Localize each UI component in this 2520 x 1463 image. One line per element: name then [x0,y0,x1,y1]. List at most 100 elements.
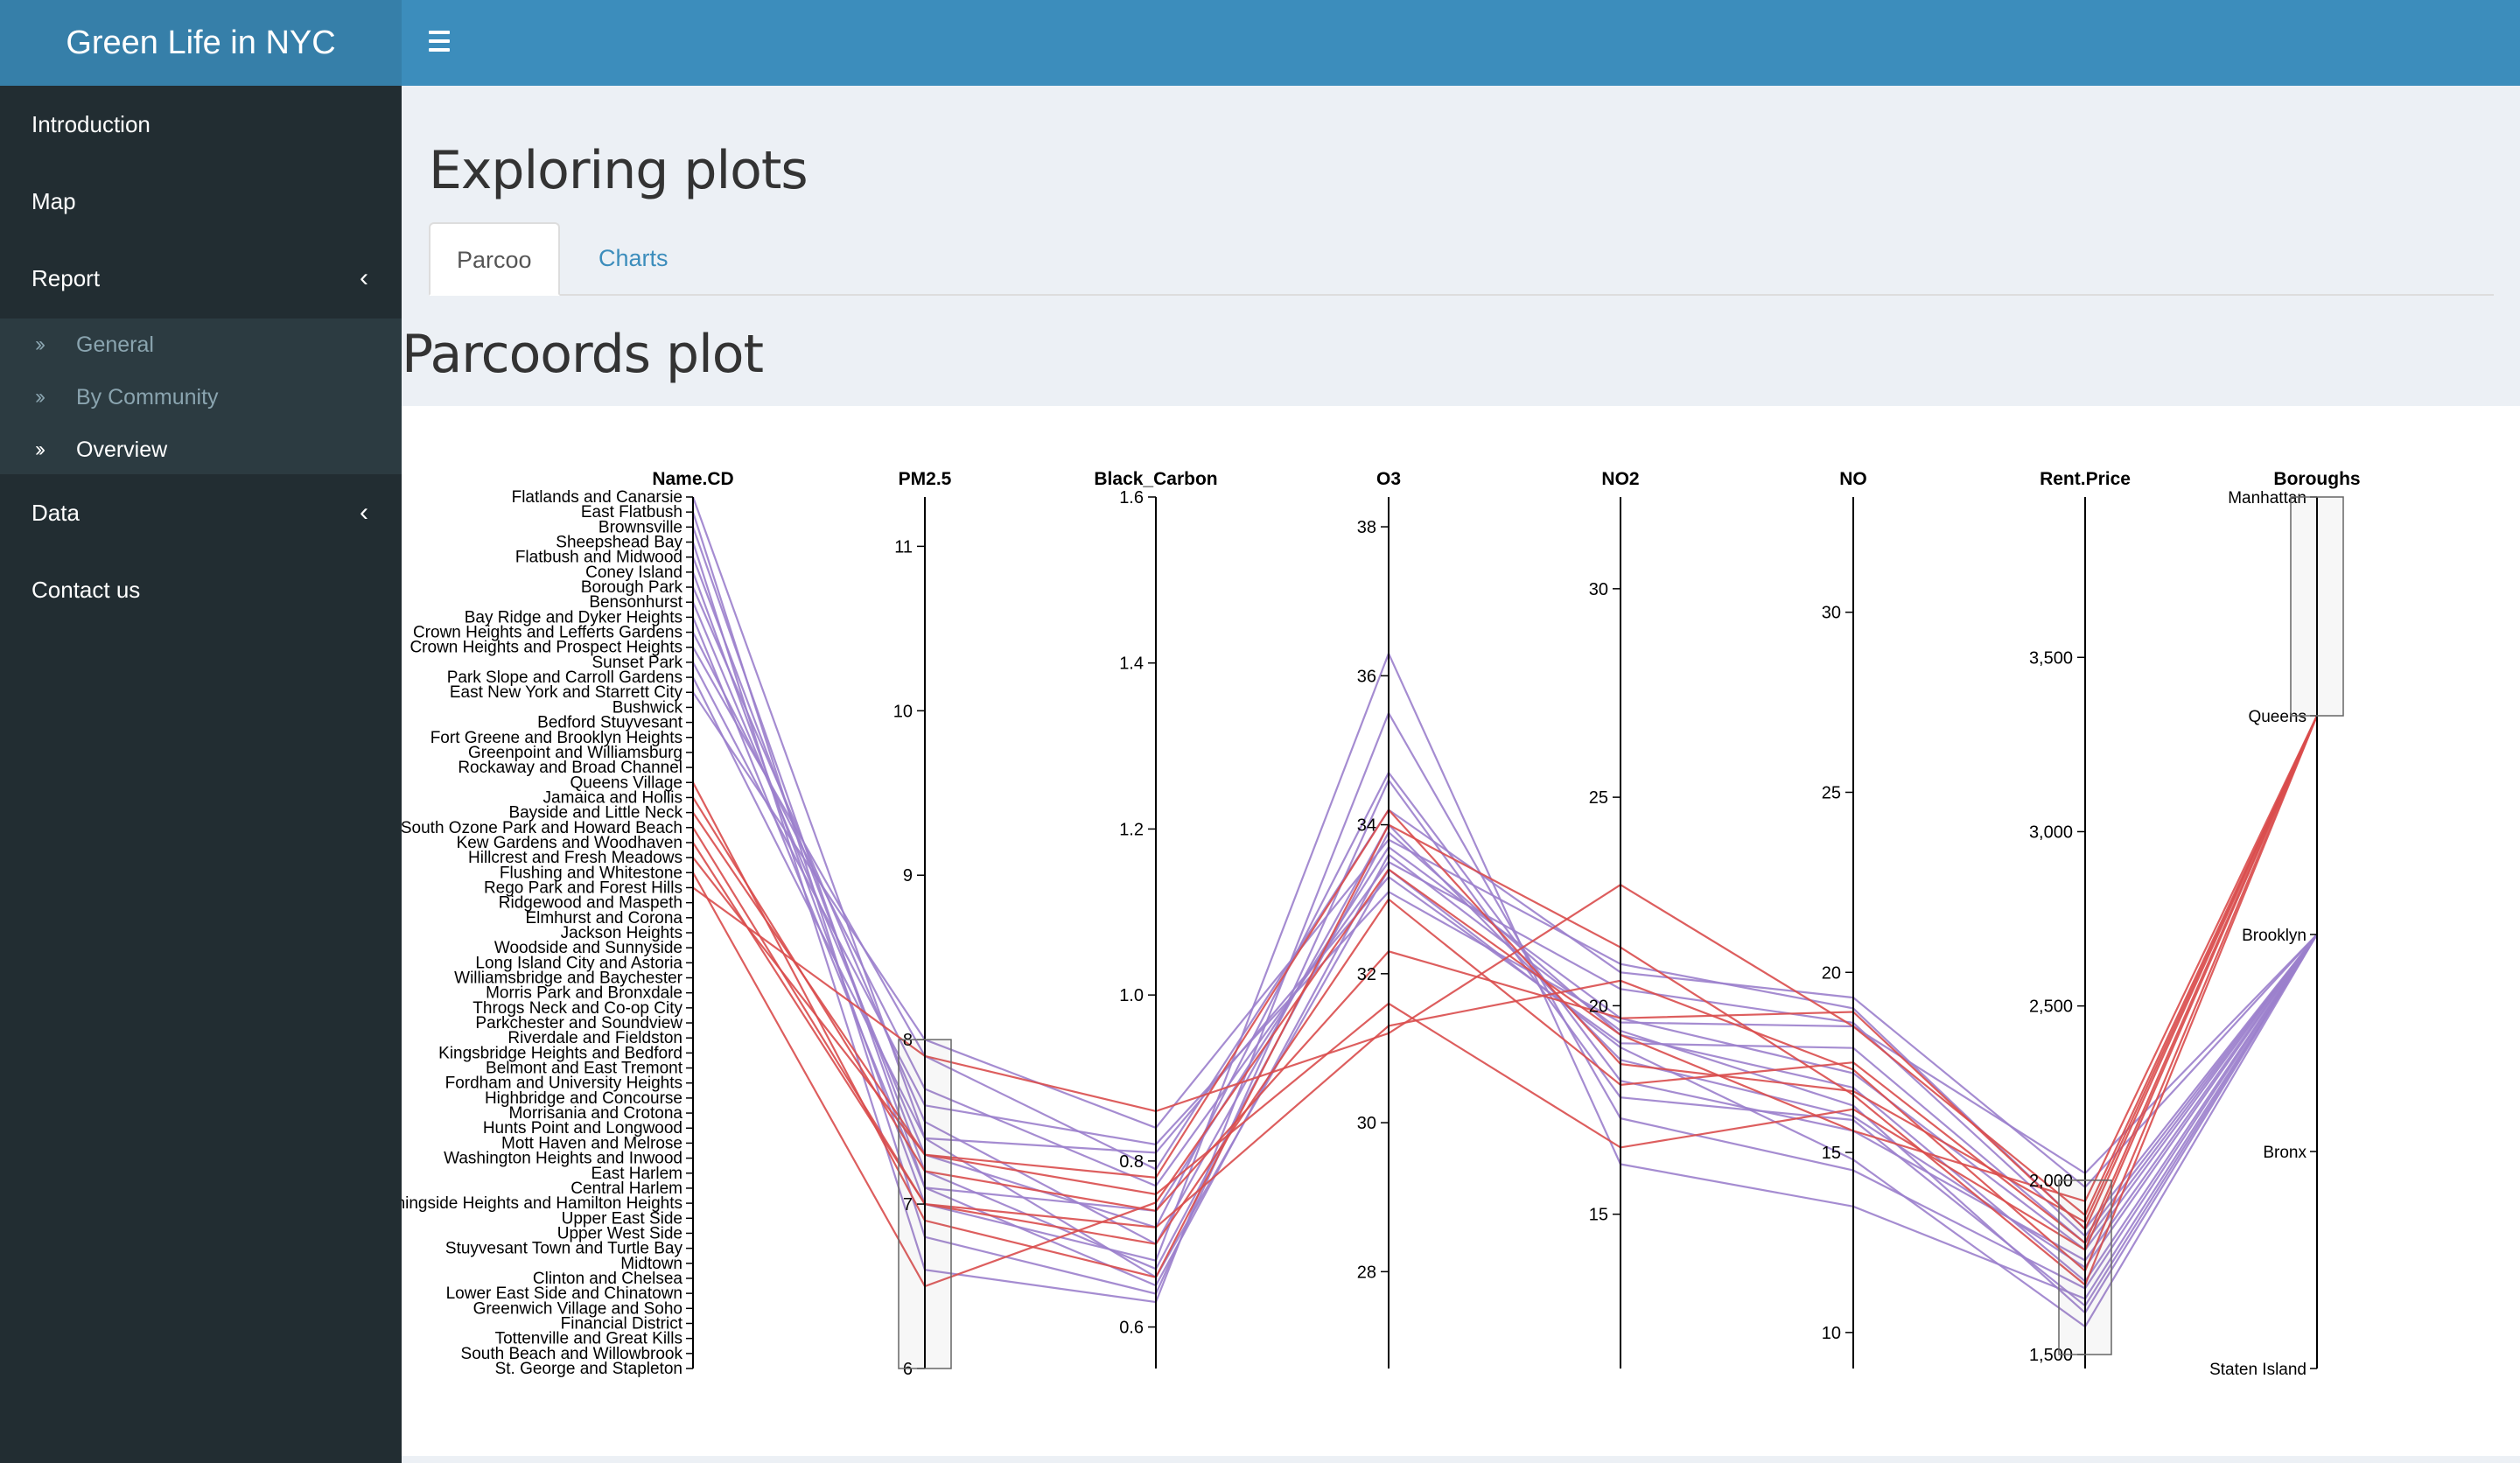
data-line [691,511,2318,1307]
community-label: Morrisania and Crotona [508,1104,682,1123]
submenu-item-label: By Community [76,385,219,410]
axis-pm2-5: PM2.5 6 7 8 9 10 11 [893,469,952,1379]
data-line [692,715,2319,1245]
sidebar-item-data[interactable]: Data ‹ [0,474,402,551]
submenu-item-by-community[interactable]: ›› By Community [0,371,402,424]
community-label: Flushing and Whitestone [500,864,682,882]
tick-label: 1.4 [1119,654,1144,674]
community-label: Flatbush and Midwood [515,549,682,567]
community-label: Washington Heights and Inwood [444,1150,682,1168]
submenu-item-overview[interactable]: ›› Overview [0,424,402,476]
axis-brush[interactable] [2058,1180,2112,1355]
axis-title: PM2.5 [899,469,952,489]
community-label: Kingsbridge Heights and Bedford [438,1044,682,1062]
community-label: Midtown [620,1255,682,1273]
borough-label: Bronx [2263,1144,2306,1162]
sidebar-item-introduction[interactable]: Introduction [0,86,402,163]
tick-label: 32 [1357,965,1376,984]
menu-toggle-icon[interactable] [420,21,455,65]
community-label: Highbridge and Concourse [485,1089,682,1108]
data-line [691,616,2318,1252]
community-label: Greenwich Village and Soho [473,1299,682,1318]
tick-label: 8 [903,1031,913,1050]
tick-label: 0.6 [1119,1319,1144,1338]
community-label: Woodside and Sunnyside [494,939,682,957]
submenu-item-label: Overview [76,438,168,462]
community-label: Elmhurst and Corona [525,909,682,928]
tick-label: 25 [1589,788,1608,808]
community-label: East New York and Starrett City [450,683,683,702]
community-label: Belmont and East Tremont [486,1060,683,1078]
submenu-item-general[interactable]: ›› General [0,318,402,371]
tick-label: 28 [1357,1263,1376,1282]
community-label: Borough Park [581,578,683,597]
tick-label: 11 [894,537,913,556]
community-label: Hillcrest and Fresh Meadows [468,849,682,867]
tick-label: 20 [1589,997,1608,1016]
sidebar-item-contact-us[interactable]: Contact us [0,551,402,628]
sidebar: Introduction Map Report ‹ ›› General ›› … [0,86,402,1463]
community-label: Jamaica and Hollis [543,788,682,807]
community-label: Fort Greene and Brooklyn Heights [430,729,682,747]
app-brand[interactable]: Green Life in NYC [0,0,402,86]
chevron-left-icon: ‹ [360,498,368,527]
tick-label: 15 [1822,1144,1841,1163]
community-label: Bay Ridge and Dyker Heights [465,608,682,626]
tick-label: 1.6 [1119,488,1144,508]
tick-label: 0.8 [1119,1152,1144,1172]
community-label: Upper West Side [557,1224,682,1242]
sidebar-item-label: Introduction [32,111,150,137]
tab-charts[interactable]: Charts [598,245,668,271]
tick-label: 9 [903,866,913,886]
community-label: Lower East Side and Chinatown [446,1284,682,1303]
community-label: Throgs Neck and Co-op City [472,999,682,1018]
sidebar-item-label: Contact us [32,577,141,603]
borough-label: Staten Island [2209,1361,2306,1379]
community-label: Riverdale and Fieldston [508,1029,682,1047]
report-submenu: ›› General ›› By Community ›› Overview [0,318,402,474]
community-label: Jackson Heights [561,924,682,942]
data-line [692,715,2319,1231]
data-line [692,715,2319,1287]
tick-label: 1,500 [2029,1346,2073,1365]
axis-title: Name.CD [652,469,733,489]
axis-title: NO2 [1601,469,1639,489]
community-label: Morris Park and Bronxdale [486,984,682,1003]
community-label: Hunts Point and Longwood [483,1119,682,1138]
community-label: Parkchester and Soundview [475,1014,682,1032]
plot-heading: Parcoords plot [402,324,764,385]
tick-label: 2,000 [2029,1172,2073,1191]
data-line [691,542,2318,1304]
community-label: Rego Park and Forest Hills [484,878,682,897]
sidebar-item-label: Report [32,265,101,291]
community-label: Kew Gardens and Woodhaven [457,834,682,852]
axis-brush[interactable] [898,1039,952,1369]
tick-label: 1.0 [1119,986,1144,1005]
community-label: Sheepshead Bay [556,534,682,552]
borough-label: Queens [2248,708,2306,726]
community-label: Stuyvesant Town and Turtle Bay [445,1240,683,1258]
data-line [692,715,2319,1273]
tick-label: 7 [903,1195,913,1214]
axis-title: Rent.Price [2040,469,2131,489]
axis-title: Boroughs [2273,469,2360,489]
sidebar-item-report[interactable]: Report ‹ [0,240,402,317]
axis-title: O3 [1376,469,1401,489]
double-chevron-right-icon: ›› [35,438,46,461]
polylines-group [691,496,2319,1328]
tab-parcoo[interactable]: Parcoo [429,222,560,296]
tick-label: 38 [1357,518,1376,537]
community-label: Greenpoint and Williamsburg [468,744,682,762]
submenu-item-label: General [76,332,154,357]
tick-label: 2,500 [2029,998,2073,1017]
community-label: Queens Village [570,774,682,792]
axis-brush[interactable] [2290,496,2344,717]
axis-rent-price: Rent.Price 1,500 2,000 2,500 3,000 3,500 [2029,469,2131,1368]
data-line [692,647,2318,1189]
tick-label: 25 [1822,783,1841,802]
community-label: Coney Island [585,564,682,582]
parcoords-panel: Name.CD Flatlands and Canarsie East Flatbu… [402,406,2520,1456]
sidebar-item-map[interactable]: Map [0,163,402,240]
